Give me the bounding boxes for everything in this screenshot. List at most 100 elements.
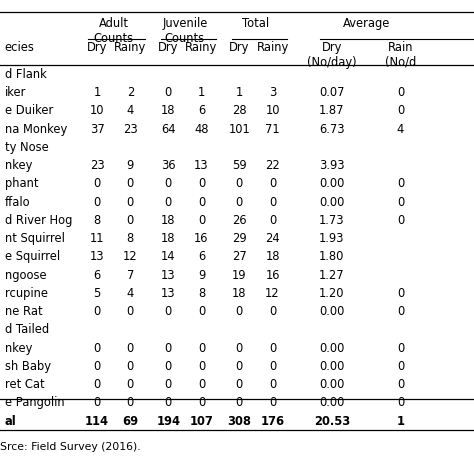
Text: 0: 0 <box>198 177 205 190</box>
Text: 12: 12 <box>265 287 280 300</box>
Text: ne Rat: ne Rat <box>5 305 42 318</box>
Text: 10: 10 <box>90 104 104 117</box>
Text: 9: 9 <box>198 269 205 282</box>
Text: 0: 0 <box>397 104 404 117</box>
Text: na Monkey: na Monkey <box>5 123 67 136</box>
Text: 18: 18 <box>161 214 175 227</box>
Text: 24: 24 <box>265 232 280 245</box>
Text: Rainy: Rainy <box>256 41 289 54</box>
Text: 308: 308 <box>228 415 251 428</box>
Text: 0: 0 <box>93 177 101 190</box>
Text: 0.00: 0.00 <box>319 305 345 318</box>
Text: al: al <box>5 415 17 428</box>
Text: 0: 0 <box>397 305 404 318</box>
Text: 36: 36 <box>161 159 175 172</box>
Text: ffalo: ffalo <box>5 196 30 209</box>
Text: ty Nose: ty Nose <box>5 141 48 154</box>
Text: 1: 1 <box>198 86 205 99</box>
Text: 0: 0 <box>269 214 276 227</box>
Text: 0: 0 <box>236 177 243 190</box>
Text: Rainy: Rainy <box>185 41 218 54</box>
Text: 0: 0 <box>397 177 404 190</box>
Text: 107: 107 <box>190 415 213 428</box>
Text: e Pangolin: e Pangolin <box>5 396 64 409</box>
Text: 0: 0 <box>127 305 134 318</box>
Text: 1.93: 1.93 <box>319 232 345 245</box>
Text: 59: 59 <box>232 159 246 172</box>
Text: 0: 0 <box>164 86 172 99</box>
Text: 23: 23 <box>123 123 138 136</box>
Text: 37: 37 <box>90 123 105 136</box>
Text: ret Cat: ret Cat <box>5 378 45 391</box>
Text: 0: 0 <box>269 396 276 409</box>
Text: 0: 0 <box>127 378 134 391</box>
Text: 0: 0 <box>164 360 172 373</box>
Text: 0: 0 <box>164 305 172 318</box>
Text: 114: 114 <box>85 415 109 428</box>
Text: 0: 0 <box>269 177 276 190</box>
Text: 69: 69 <box>122 415 138 428</box>
Text: 1.87: 1.87 <box>319 104 345 117</box>
Text: 16: 16 <box>194 232 209 245</box>
Text: d Flank: d Flank <box>5 68 46 81</box>
Text: 0.00: 0.00 <box>319 177 345 190</box>
Text: 0: 0 <box>397 86 404 99</box>
Text: 0: 0 <box>269 305 276 318</box>
Text: 19: 19 <box>232 269 246 282</box>
Text: 4: 4 <box>397 123 404 136</box>
Text: 0: 0 <box>198 214 205 227</box>
Text: 1: 1 <box>236 86 243 99</box>
Text: 0: 0 <box>127 177 134 190</box>
Text: 8: 8 <box>198 287 205 300</box>
Text: ecies: ecies <box>5 41 35 54</box>
Text: Dry
(No/day): Dry (No/day) <box>307 41 356 69</box>
Text: 20.53: 20.53 <box>314 415 350 428</box>
Text: 0: 0 <box>236 360 243 373</box>
Text: 27: 27 <box>232 250 247 263</box>
Text: 0: 0 <box>127 214 134 227</box>
Text: Dry: Dry <box>229 41 249 54</box>
Text: 0: 0 <box>164 342 172 355</box>
Text: 0.00: 0.00 <box>319 360 345 373</box>
Text: Total: Total <box>242 17 270 29</box>
Text: 3.93: 3.93 <box>319 159 345 172</box>
Text: 0: 0 <box>397 214 404 227</box>
Text: 0: 0 <box>397 396 404 409</box>
Text: 0: 0 <box>93 396 101 409</box>
Text: 9: 9 <box>127 159 134 172</box>
Text: 0: 0 <box>93 196 101 209</box>
Text: 0: 0 <box>236 378 243 391</box>
Text: 0: 0 <box>269 360 276 373</box>
Text: 1.73: 1.73 <box>319 214 345 227</box>
Text: 0: 0 <box>198 378 205 391</box>
Text: 0: 0 <box>236 305 243 318</box>
Text: 0: 0 <box>397 287 404 300</box>
Text: 8: 8 <box>93 214 101 227</box>
Text: 1.20: 1.20 <box>319 287 345 300</box>
Text: 4: 4 <box>127 104 134 117</box>
Text: 0: 0 <box>93 360 101 373</box>
Text: Rain
(No/d: Rain (No/d <box>385 41 416 69</box>
Text: 0: 0 <box>127 342 134 355</box>
Text: 16: 16 <box>265 269 280 282</box>
Text: 0: 0 <box>269 196 276 209</box>
Text: 22: 22 <box>265 159 280 172</box>
Text: 1: 1 <box>397 415 404 428</box>
Text: e Squirrel: e Squirrel <box>5 250 60 263</box>
Text: 7: 7 <box>127 269 134 282</box>
Text: 26: 26 <box>232 214 246 227</box>
Text: 0: 0 <box>397 360 404 373</box>
Text: 0.07: 0.07 <box>319 86 345 99</box>
Text: e Duiker: e Duiker <box>5 104 53 117</box>
Text: 29: 29 <box>232 232 246 245</box>
Text: 0: 0 <box>93 305 101 318</box>
Text: d Tailed: d Tailed <box>5 323 49 336</box>
Text: phant: phant <box>5 177 38 190</box>
Text: 0: 0 <box>93 342 101 355</box>
Text: nt Squirrel: nt Squirrel <box>5 232 64 245</box>
Text: 18: 18 <box>232 287 246 300</box>
Text: iker: iker <box>5 86 26 99</box>
Text: 8: 8 <box>127 232 134 245</box>
Text: Juvenile
Counts: Juvenile Counts <box>162 17 208 45</box>
Text: 6: 6 <box>198 104 205 117</box>
